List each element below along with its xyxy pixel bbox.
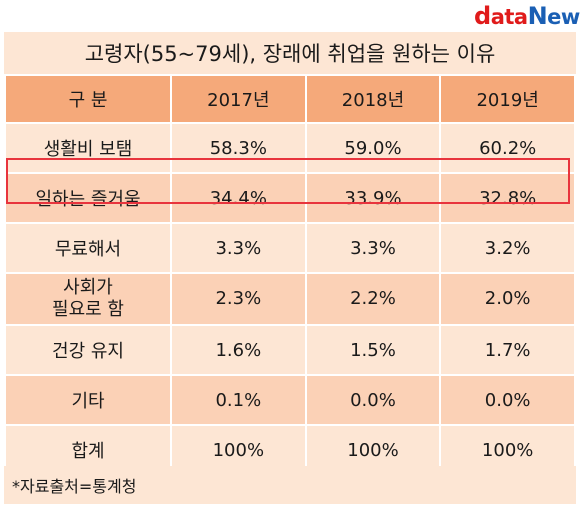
row-label: 사회가 필요로 함 [4,272,172,326]
cell-value: 33.9% [304,172,442,224]
datanews-logo: dataNews [474,2,580,30]
table-row: 기타 0.1% 0.0% 0.0% [4,374,576,426]
row-label: 무료해서 [4,222,172,274]
row-label: 건강 유지 [4,324,172,376]
cell-value: 34.4% [170,172,307,224]
cell-value: 0.0% [304,374,442,426]
cell-value: 1.6% [170,324,307,376]
table-frame: 고령자(55~79세), 장래에 취업을 원하는 이유 구 분 2017년 20… [4,32,576,506]
cell-value: 2.3% [170,272,307,326]
cell-value: 59.0% [304,122,442,174]
cell-value: 2.2% [304,272,442,326]
header-cell-category: 구 분 [4,74,172,124]
table-row: 일하는 즐거움 34.4% 33.9% 32.8% [4,172,576,224]
table-row: 건강 유지 1.6% 1.5% 1.7% [4,324,576,376]
cell-value: 3.3% [170,222,307,274]
header-cell-2017: 2017년 [170,74,307,124]
cell-value: 32.8% [439,172,576,224]
row-label: 일하는 즐거움 [4,172,172,224]
header-cell-2019: 2019년 [439,74,576,124]
cell-value: 60.2% [439,122,576,174]
header-cell-2018: 2018년 [304,74,442,124]
cell-value: 0.1% [170,374,307,426]
table-row: 생활비 보탬 58.3% 59.0% 60.2% [4,122,576,174]
row-label: 기타 [4,374,172,426]
source-note: *자료출처=통계청 [4,466,576,504]
table-title: 고령자(55~79세), 장래에 취업을 원하는 이유 [4,32,576,74]
cell-value: 1.5% [304,324,442,376]
data-table: 구 분 2017년 2018년 2019년 생활비 보탬 58.3% 59.0%… [4,74,576,476]
row-label-line: 사회가 [63,277,113,298]
row-label-line: 필요로 함 [52,299,124,320]
cell-value: 3.3% [304,222,442,274]
cell-value: 0.0% [439,374,576,426]
table-row: 사회가 필요로 함 2.3% 2.2% 2.0% [4,272,576,326]
header-row: 구 분 2017년 2018년 2019년 [4,74,576,124]
table-row: 무료해서 3.3% 3.3% 3.2% [4,222,576,274]
cell-value: 2.0% [439,272,576,326]
row-label: 생활비 보탬 [4,122,172,174]
cell-value: 1.7% [439,324,576,376]
cell-value: 3.2% [439,222,576,274]
cell-value: 58.3% [170,122,307,174]
